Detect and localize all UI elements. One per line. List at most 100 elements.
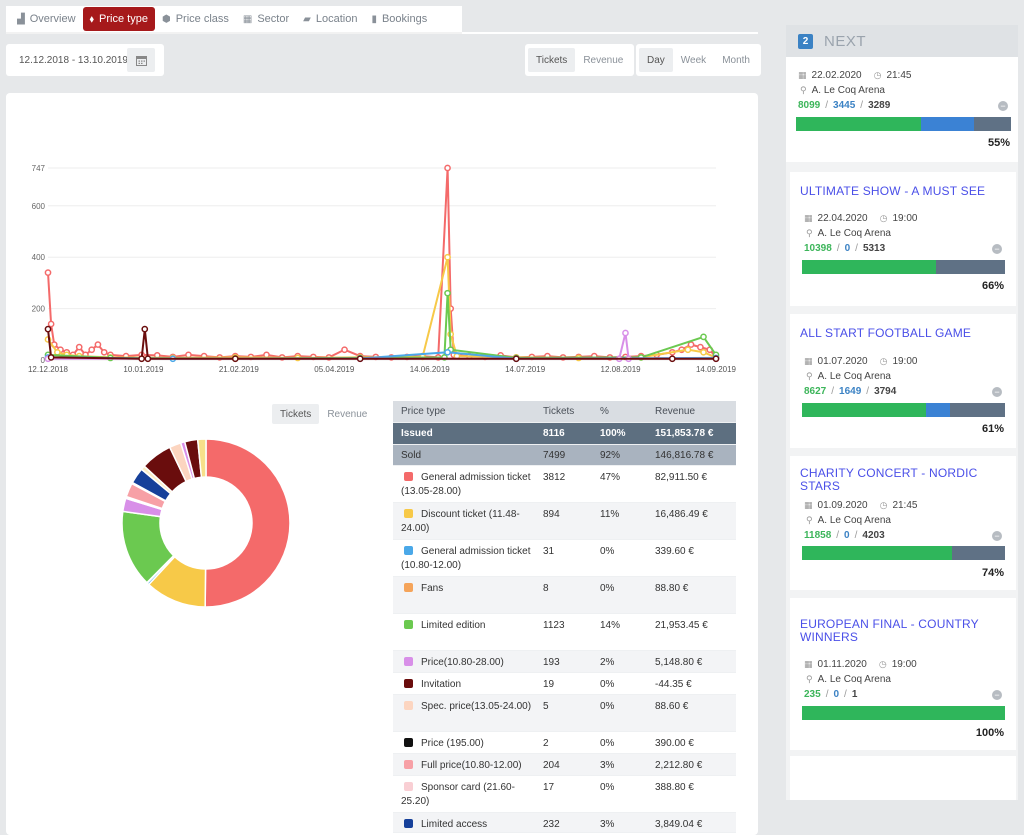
data-point[interactable] — [88, 346, 96, 354]
pie-slice[interactable] — [204, 438, 291, 608]
month-toggle[interactable]: Month — [722, 54, 750, 66]
data-point[interactable] — [684, 346, 692, 354]
table-row[interactable]: Fans 8 0% 88.80 € — [393, 577, 736, 614]
collapse-icon[interactable]: − — [992, 244, 1002, 254]
table-row[interactable]: Sponsor card (21.60-25.20) 17 0% 388.80 € — [393, 776, 736, 813]
revenue-toggle[interactable]: Revenue — [583, 54, 624, 66]
row-revenue: 2,212.80 € — [655, 760, 703, 771]
row-tickets: 2 — [543, 738, 549, 749]
data-point[interactable] — [47, 354, 55, 361]
pie-slice[interactable] — [196, 438, 207, 479]
event-card[interactable]: ULTIMATE SHOW - A MUST SEE ▦ 22.04.2020 ◷ 1… — [790, 172, 1016, 306]
data-point[interactable] — [687, 341, 695, 348]
data-point[interactable] — [94, 341, 102, 348]
reserved-fill — [920, 117, 975, 131]
table-row[interactable]: Invitation 19 0% -44.35 € — [393, 673, 736, 695]
data-point[interactable] — [47, 320, 55, 328]
event-card[interactable]: EUROPEAN FINAL - COUNTRY WINNERS ▦ 01.11.… — [790, 598, 1016, 750]
data-point[interactable] — [100, 348, 108, 356]
tab-label: Price type — [99, 13, 148, 25]
pie-tickets-toggle[interactable]: Tickets — [272, 404, 320, 424]
data-point[interactable] — [356, 355, 364, 363]
data-point[interactable] — [231, 355, 239, 363]
data-point[interactable] — [141, 325, 149, 333]
date-range-input[interactable]: 12.12.2018 - 13.10.2019 — [19, 54, 127, 66]
event-card[interactable]: CHARITY CONCERT - NORDIC STARS ▦ 01.09.20… — [790, 456, 1016, 590]
row-revenue: 16,486.49 € — [655, 509, 708, 520]
cube-icon: ⬢ — [161, 13, 171, 25]
data-point[interactable] — [341, 346, 348, 354]
next-events-header: 2 NEXT — [786, 25, 1018, 57]
row-tickets: 894 — [543, 509, 560, 520]
sold-row: Sold 7499 92% 146,816.78 € — [393, 445, 736, 466]
data-point[interactable] — [444, 289, 451, 297]
event-card[interactable]: ALL START FOOTBALL GAME ▦ 01.07.2020 ◷ 19:0… — [790, 314, 1016, 448]
event-title[interactable]: CHARITY CONCERT - NORDIC STARS — [800, 466, 978, 493]
header-price-type[interactable]: Price type — [401, 406, 446, 417]
tab-location[interactable]: ▰ Location — [296, 7, 364, 31]
data-point[interactable] — [697, 343, 704, 351]
table-row[interactable]: Spec. price(13.05-24.00) 5 0% 88.60 € — [393, 695, 736, 732]
collapse-icon[interactable]: − — [992, 387, 1002, 397]
data-point[interactable] — [185, 351, 192, 359]
table-row[interactable]: Limited edition 1123 14% 21,953.45 € — [393, 614, 736, 651]
event-title[interactable]: ULTIMATE SHOW - A MUST SEE — [800, 184, 986, 198]
table-row[interactable]: Price (195.00) 2 0% 390.00 € — [393, 732, 736, 754]
header-revenue[interactable]: Revenue — [655, 406, 696, 417]
data-point[interactable] — [44, 269, 52, 276]
data-point[interactable] — [444, 164, 451, 172]
tab-sector[interactable]: ▦ Sector — [236, 7, 296, 31]
calendar-icon — [135, 55, 147, 66]
row-label: General admission ticket (13.05-28.00) — [401, 472, 531, 497]
table-row[interactable]: Discount ticket (11.48-24.00) 894 11% 16,48… — [393, 503, 736, 540]
tab-label: Price class — [175, 13, 229, 25]
row-revenue: -44.35 € — [655, 679, 692, 690]
pie-revenue-toggle[interactable]: Revenue — [327, 408, 368, 420]
reserved-count: 1649 — [839, 386, 862, 397]
row-revenue: 3,849.04 € — [655, 819, 703, 830]
data-point[interactable] — [668, 355, 676, 363]
series-line — [47, 256, 717, 359]
header-tickets[interactable]: Tickets — [543, 406, 575, 417]
header-percent[interactable]: % — [600, 406, 609, 417]
table-row[interactable]: Limited access 232 3% 3,849.04 € — [393, 813, 736, 833]
collapse-icon[interactable]: − — [992, 690, 1002, 700]
data-point[interactable] — [144, 355, 152, 363]
x-tick-label: 10.01.2019 — [123, 365, 164, 374]
calendar-button[interactable] — [127, 48, 155, 72]
table-header: Price type Tickets % Revenue — [393, 401, 736, 423]
table-row[interactable]: Full price(10.80-12.00) 204 3% 2,212.80 € — [393, 754, 736, 776]
event-card[interactable]: ▦ 22.02.2020 ◷ 21:45 ⚲ A. Le Coq Arena 8099/… — [786, 57, 1018, 162]
tab-overview[interactable]: ▟ Overview — [10, 7, 83, 31]
tab-price-type[interactable]: ⬧ Price type — [82, 7, 155, 31]
data-point[interactable] — [138, 355, 145, 363]
collapse-icon[interactable]: − — [992, 531, 1002, 541]
data-point[interactable] — [54, 348, 61, 356]
collapse-icon[interactable]: − — [998, 101, 1008, 111]
event-date-row: ▦ 01.11.2020 ◷ 19:00 — [804, 659, 917, 670]
legend-swatch — [404, 738, 413, 747]
tab-label: Sector — [257, 13, 290, 25]
data-point[interactable] — [622, 329, 629, 337]
sold-fill — [802, 546, 953, 560]
tab-bookings[interactable]: ▮ Bookings — [364, 7, 434, 31]
data-point[interactable] — [700, 333, 707, 341]
table-row[interactable]: General admission ticket (13.05-28.00) 38… — [393, 466, 736, 503]
data-point[interactable] — [444, 253, 451, 261]
tickets-toggle[interactable]: Tickets — [528, 48, 576, 72]
table-row[interactable]: General admission ticket (10.80-12.00) 31… — [393, 540, 736, 577]
week-toggle[interactable]: Week — [680, 54, 707, 66]
data-point[interactable] — [444, 348, 451, 356]
data-point[interactable] — [712, 355, 720, 363]
data-point[interactable] — [700, 348, 707, 356]
table-row[interactable]: Price(10.80-28.00) 193 2% 5,148.80 € — [393, 651, 736, 673]
row-percent: 14% — [600, 620, 621, 631]
data-point[interactable] — [75, 343, 83, 351]
data-point[interactable] — [44, 325, 52, 333]
data-point[interactable] — [512, 355, 520, 363]
event-title[interactable]: EUROPEAN FINAL - COUNTRY WINNERS — [800, 617, 979, 644]
tab-price-class[interactable]: ⬢ Price class — [155, 7, 236, 31]
calendar-icon: ▦ — [804, 356, 813, 366]
event-title[interactable]: ALL START FOOTBALL GAME — [800, 326, 972, 340]
day-toggle[interactable]: Day — [639, 48, 673, 72]
